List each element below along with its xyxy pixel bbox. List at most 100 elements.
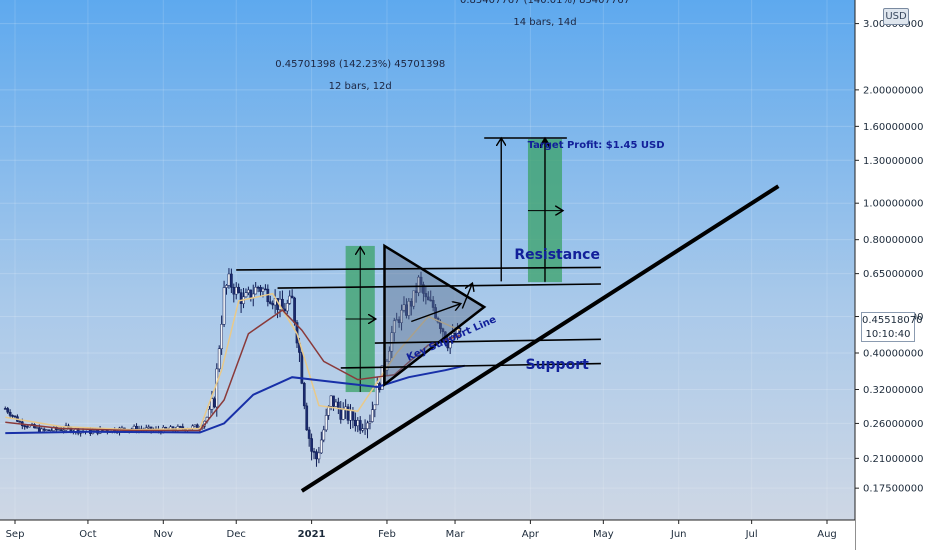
- candle-body: [259, 287, 262, 292]
- candle-body: [18, 421, 22, 423]
- candle-body: [3, 408, 7, 410]
- candle-body: [354, 419, 357, 427]
- candle-body: [227, 273, 231, 286]
- candle-body: [417, 276, 420, 293]
- candle-body: [329, 395, 333, 407]
- candle-body: [400, 309, 403, 323]
- candle-body: [232, 287, 236, 295]
- candle-body: [412, 290, 416, 307]
- candle-body: [366, 422, 369, 429]
- time-tick-label: Jul: [745, 529, 758, 540]
- currency-badge[interactable]: USD: [883, 8, 909, 25]
- candle-body: [302, 383, 306, 407]
- candle-body: [290, 295, 294, 299]
- symmetrical-triangle: [383, 243, 487, 388]
- candle-body: [305, 405, 309, 431]
- horizontal-level-line: [277, 283, 601, 289]
- price-tick-label: 1.00000000: [863, 199, 923, 210]
- projection-arrow: [461, 284, 472, 309]
- candle-body: [225, 285, 228, 288]
- candle-body: [57, 429, 61, 431]
- candle-body: [264, 288, 267, 291]
- candle-body: [25, 426, 29, 428]
- time-tick-label: Oct: [79, 529, 96, 540]
- candle-body: [334, 401, 338, 407]
- candle-body: [285, 303, 289, 312]
- candle-body: [268, 301, 272, 304]
- candle-body: [222, 287, 226, 325]
- candle-body: [371, 409, 374, 422]
- time-tick-label: May: [593, 529, 614, 540]
- key-support-trendline: [300, 184, 780, 493]
- price-tick-label: 0.32000000: [863, 385, 923, 396]
- candle-body: [147, 426, 151, 429]
- candle-body: [448, 339, 452, 349]
- candle-body: [23, 425, 27, 428]
- price-tick-label: 0.80000000: [863, 235, 923, 246]
- chart-annotation: Support: [525, 357, 589, 373]
- projection-arrow: [411, 304, 460, 323]
- time-tick-label: 2021: [298, 529, 326, 540]
- candle-body: [322, 429, 326, 441]
- candle-body: [213, 398, 216, 408]
- candle-body: [217, 348, 221, 370]
- price-tick-label: 0.21000000: [863, 454, 923, 465]
- moving-average-line: [5, 309, 461, 432]
- measurement-sublabel: 14 bars, 14d: [513, 17, 576, 28]
- candle-body: [208, 409, 211, 418]
- candle-body: [312, 451, 316, 453]
- candle-body: [307, 429, 311, 439]
- candle-body: [349, 410, 352, 421]
- candle-body: [336, 401, 340, 409]
- price-tick-label: 0.17500000: [863, 484, 923, 495]
- candle-body: [310, 438, 313, 452]
- candle-body: [62, 429, 65, 432]
- candle-body: [422, 284, 425, 294]
- candle-body: [234, 286, 238, 295]
- candle-body: [361, 428, 365, 431]
- candle-body: [8, 411, 12, 416]
- candle-body: [271, 303, 275, 306]
- candle-body: [419, 276, 423, 285]
- candle-body: [47, 429, 51, 432]
- candle-body: [363, 428, 367, 430]
- candle-body: [317, 452, 321, 460]
- time-tick-label: Aug: [817, 529, 837, 540]
- candle-body: [351, 410, 355, 421]
- time-tick-label: Sep: [6, 529, 25, 540]
- candle-body: [247, 289, 250, 293]
- candle-body: [42, 428, 46, 431]
- time-tick-label: Feb: [378, 529, 396, 540]
- candle-body: [254, 286, 258, 295]
- candle-body: [215, 368, 219, 408]
- price-tick-label: 0.26000000: [863, 419, 923, 430]
- candle-body: [178, 426, 182, 428]
- candle-body: [244, 292, 248, 298]
- price-tick-label: 0.65000000: [863, 269, 923, 280]
- candle-body: [441, 328, 445, 333]
- candle-body: [220, 324, 223, 349]
- horizontal-level-line: [374, 338, 601, 344]
- candle-body: [388, 350, 391, 362]
- candle-body: [283, 308, 287, 312]
- chart-annotation: Resistance: [514, 247, 600, 263]
- candle-body: [431, 300, 435, 308]
- candle-body: [237, 286, 241, 293]
- price-axis-panel: [855, 0, 932, 550]
- candle-body: [300, 352, 304, 384]
- measurement-sublabel: 12 bars, 12d: [329, 81, 392, 92]
- candle-body: [13, 415, 17, 418]
- candle-body: [11, 415, 14, 417]
- candle-body: [426, 296, 430, 301]
- candle-body: [315, 451, 318, 460]
- last-price-tag: 0.45518070 10:10:40: [861, 312, 922, 342]
- candle-body: [249, 289, 253, 299]
- candle-body: [373, 404, 377, 410]
- candle-body: [358, 420, 362, 431]
- candle-body: [293, 297, 296, 323]
- time-tick-label: Apr: [522, 529, 540, 540]
- candle-body: [45, 429, 48, 432]
- candle-body: [356, 420, 360, 427]
